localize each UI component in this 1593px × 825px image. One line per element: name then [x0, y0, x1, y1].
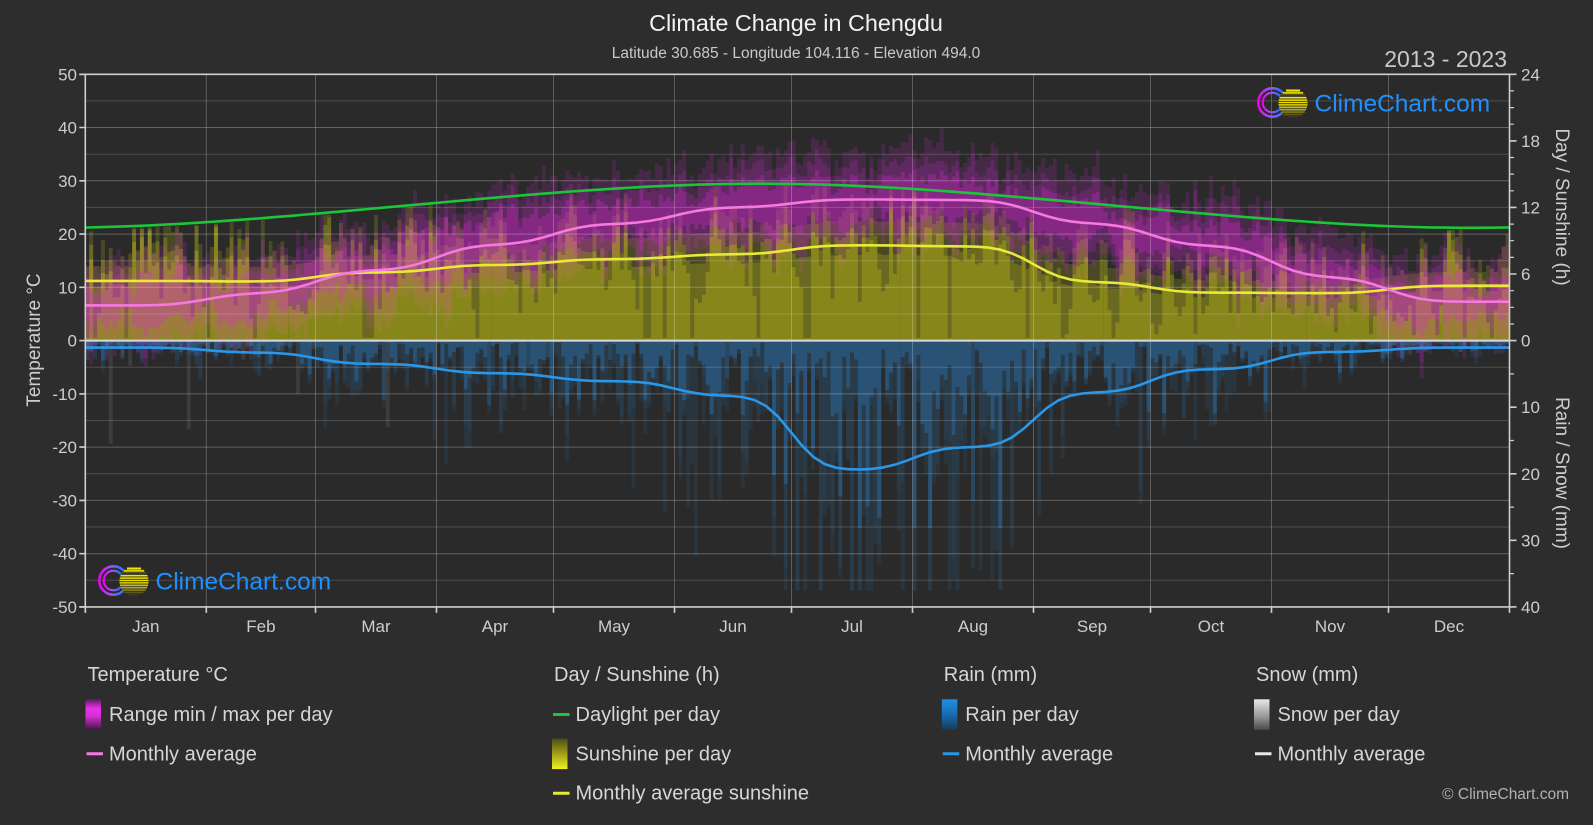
svg-text:Sep: Sep — [1077, 617, 1107, 636]
svg-text:ClimeChart.com: ClimeChart.com — [1315, 90, 1491, 117]
svg-text:6: 6 — [1521, 265, 1530, 284]
svg-text:10: 10 — [58, 278, 77, 297]
svg-text:12: 12 — [1521, 198, 1540, 217]
svg-text:Day / Sunshine (h): Day / Sunshine (h) — [554, 664, 720, 686]
svg-text:10: 10 — [1521, 398, 1540, 417]
svg-text:Apr: Apr — [482, 617, 509, 636]
svg-text:Rain per day: Rain per day — [965, 704, 1078, 726]
svg-text:Rain (mm): Rain (mm) — [944, 664, 1037, 686]
svg-text:Monthly average: Monthly average — [1278, 743, 1426, 765]
svg-text:20: 20 — [58, 225, 77, 244]
svg-text:Temperature °C: Temperature °C — [24, 273, 45, 406]
svg-text:Aug: Aug — [958, 617, 988, 636]
svg-text:Monthly average sunshine: Monthly average sunshine — [576, 783, 809, 805]
svg-text:Monthly average: Monthly average — [965, 743, 1113, 765]
svg-text:Snow (mm): Snow (mm) — [1256, 664, 1358, 686]
svg-text:-20: -20 — [52, 438, 77, 457]
svg-text:2013 - 2023: 2013 - 2023 — [1384, 46, 1507, 72]
svg-text:Temperature °C: Temperature °C — [88, 664, 228, 686]
svg-text:Climate Change in Chengdu: Climate Change in Chengdu — [649, 10, 943, 36]
svg-text:30: 30 — [58, 172, 77, 191]
svg-text:-10: -10 — [52, 385, 77, 404]
svg-text:Jan: Jan — [132, 617, 159, 636]
svg-text:0: 0 — [68, 332, 77, 351]
svg-text:Sunshine per day: Sunshine per day — [576, 743, 732, 765]
svg-text:May: May — [598, 617, 631, 636]
svg-text:Range min / max per day: Range min / max per day — [109, 704, 332, 726]
svg-text:24: 24 — [1521, 65, 1540, 84]
svg-text:Daylight per day: Daylight per day — [576, 704, 721, 726]
svg-text:Day / Sunshine (h): Day / Sunshine (h) — [1551, 128, 1572, 285]
svg-text:Jul: Jul — [841, 617, 863, 636]
svg-text:18: 18 — [1521, 132, 1540, 151]
svg-text:Feb: Feb — [246, 617, 275, 636]
svg-text:Latitude 30.685 - Longitude 10: Latitude 30.685 - Longitude 104.116 - El… — [612, 45, 981, 62]
svg-text:Dec: Dec — [1434, 617, 1465, 636]
svg-text:40: 40 — [1521, 598, 1540, 617]
svg-text:-40: -40 — [52, 545, 77, 564]
svg-text:Monthly average: Monthly average — [109, 743, 257, 765]
svg-text:Snow per day: Snow per day — [1278, 704, 1400, 726]
svg-text:© ClimeChart.com: © ClimeChart.com — [1442, 786, 1569, 803]
svg-text:Nov: Nov — [1315, 617, 1346, 636]
svg-text:50: 50 — [58, 65, 77, 84]
svg-text:20: 20 — [1521, 465, 1540, 484]
svg-text:-50: -50 — [52, 598, 77, 617]
svg-text:Oct: Oct — [1198, 617, 1225, 636]
svg-text:Mar: Mar — [361, 617, 391, 636]
svg-text:Rain / Snow (mm): Rain / Snow (mm) — [1551, 397, 1572, 549]
svg-text:40: 40 — [58, 119, 77, 138]
svg-text:30: 30 — [1521, 531, 1540, 550]
svg-text:Jun: Jun — [719, 617, 746, 636]
svg-text:0: 0 — [1521, 332, 1530, 351]
svg-text:-30: -30 — [52, 491, 77, 510]
svg-text:ClimeChart.com: ClimeChart.com — [156, 568, 332, 595]
